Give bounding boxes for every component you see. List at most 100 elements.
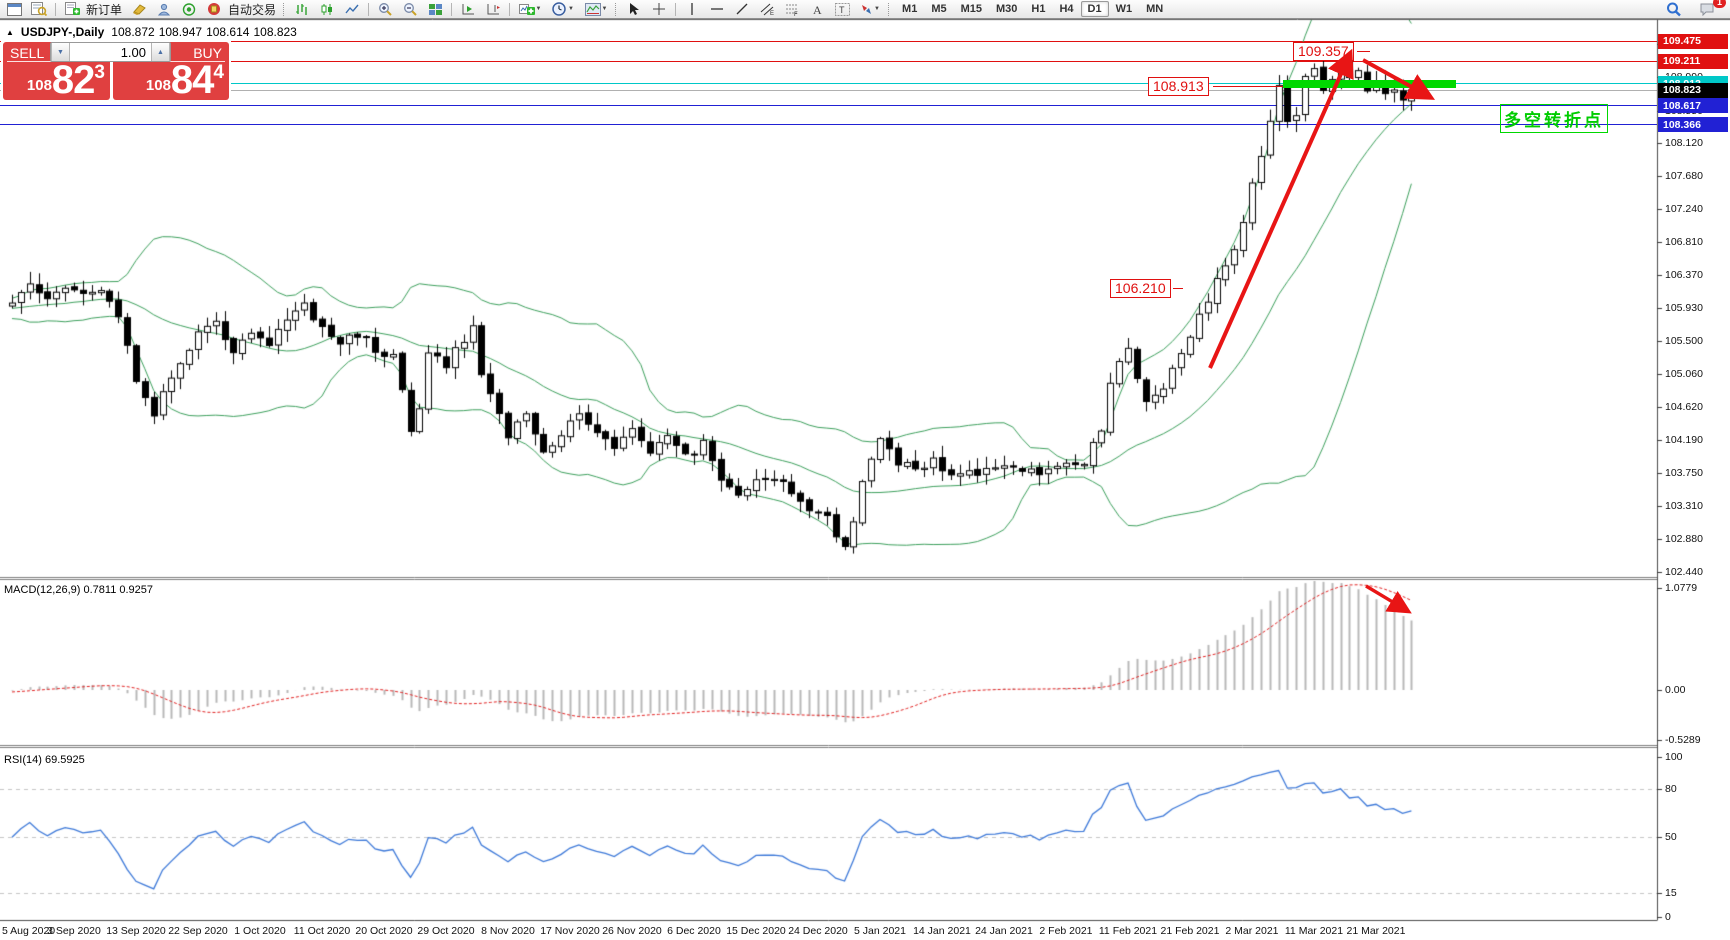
vertical-line-tool-button[interactable] (680, 0, 704, 19)
timeframe-W1[interactable]: W1 (1115, 3, 1133, 15)
timeframe-group: M1 M5 M15 M30 H1 H4 D1 W1 MN (895, 1, 1170, 17)
svg-text:T: T (839, 5, 845, 15)
dropdown-caret-icon: ▼ (568, 6, 574, 12)
turning-point-note[interactable]: 多空转折点 (1500, 104, 1608, 133)
zoom-in-button[interactable] (373, 0, 397, 19)
auto-scroll-button[interactable] (456, 0, 480, 19)
line-chart-type-button[interactable] (340, 0, 364, 19)
trendline-tool-button[interactable] (730, 0, 754, 19)
volume-decrease-button[interactable]: ▼ (51, 43, 70, 61)
rsi-panel-label: RSI(14) 69.5925 (4, 754, 85, 766)
price-axis-label-109.211: 109.211 (1658, 53, 1728, 69)
svg-text:A: A (813, 3, 822, 16)
templates-button[interactable]: ▼ (580, 0, 612, 19)
chart-shift-button[interactable] (481, 0, 505, 19)
timeframe-MN[interactable]: MN (1146, 3, 1164, 15)
date-axis-label: 5 Aug 2020 (2, 925, 56, 937)
fibonacci-tool-button[interactable]: F (780, 0, 804, 19)
new-order-icon[interactable] (60, 0, 84, 19)
timeframe-H1[interactable]: H1 (1031, 3, 1046, 15)
toolbar-right-group: 1 (1662, 0, 1728, 19)
date-axis-label: 20 Oct 2020 (355, 925, 413, 937)
market-watch-button[interactable] (27, 0, 51, 19)
sell-price-pip: 3 (94, 62, 105, 83)
date-axis-label: 14 Jan 2021 (913, 925, 971, 937)
buy-price-big: 84 (170, 58, 214, 102)
date-axis-label: 11 Oct 2020 (293, 925, 351, 937)
alerts-sound-icon[interactable] (177, 0, 201, 19)
crosshair-tool-button[interactable] (647, 0, 671, 19)
bar-chart-type-button[interactable] (290, 0, 314, 19)
zoom-out-button[interactable] (398, 0, 422, 19)
peak-price-annotation[interactable]: 109.357 (1293, 42, 1354, 61)
buy-button[interactable]: BUY 108 84 4 (113, 42, 229, 100)
text-tool-button[interactable]: A (805, 0, 829, 19)
expert-advisors-icon[interactable] (127, 0, 151, 19)
sell-price: 108 82 3 (26, 60, 105, 100)
toolbar-handle[interactable] (888, 2, 892, 16)
notifications-icon[interactable]: 1 (1694, 0, 1726, 19)
buy-price: 108 84 4 (145, 58, 224, 102)
date-axis-label: 6 Dec 2020 (667, 925, 721, 937)
toolbar-separator (509, 2, 511, 16)
timeframe-H4[interactable]: H4 (1059, 3, 1074, 15)
periods-button[interactable]: ▼ (547, 0, 579, 19)
ohlc-low: 108.614 (206, 25, 250, 39)
text-label-tool-button[interactable]: T (830, 0, 854, 19)
volume-increase-button[interactable]: ▲ (151, 43, 170, 61)
timeframe-M30[interactable]: M30 (996, 3, 1018, 15)
date-axis-label: 17 Nov 2020 (540, 925, 600, 937)
date-axis-label: 1 Oct 2020 (234, 925, 286, 937)
timeframe-M5[interactable]: M5 (931, 3, 947, 15)
date-axis-label: 5 Jan 2021 (854, 925, 906, 937)
rsi-value: 69.5925 (44, 754, 85, 766)
date-axis-label: 8 Nov 2020 (481, 925, 535, 937)
timeframe-M1[interactable]: M1 (902, 3, 918, 15)
toolbar-handle[interactable] (615, 2, 619, 16)
dropdown-caret-icon: ▼ (874, 6, 880, 12)
arrows-tool-button[interactable]: ▼ (855, 0, 885, 19)
toolbar-handle[interactable] (283, 2, 287, 16)
date-axis-label: 21 Mar 2021 (1346, 925, 1406, 937)
equidistant-channel-tool-button[interactable]: E (755, 0, 779, 19)
price-axis-label-108.617: 108.617 (1658, 98, 1728, 114)
volume-input[interactable] (70, 43, 151, 61)
mid-annotation-leader (1213, 86, 1283, 87)
dropdown-caret-icon: ▼ (535, 6, 542, 12)
cursor-tool-button[interactable] (622, 0, 646, 19)
rsi-title: RSI(14) (4, 754, 42, 766)
new-order-button[interactable]: 新订单 (86, 2, 123, 17)
timeframe-M15[interactable]: M15 (960, 3, 982, 15)
price-axis-label-108.366: 108.366 (1658, 117, 1728, 133)
sell-price-base: 108 (26, 77, 52, 94)
green-trend-bar[interactable] (1283, 80, 1456, 88)
date-axis-label: 13 Sep 2020 (106, 925, 166, 937)
peak-annotation-leader (1357, 51, 1370, 52)
new-chart-button[interactable] (2, 0, 26, 19)
one-click-trading-panel: SELL 108 82 3 BUY 108 84 4 ▼ ▲ (1, 40, 231, 102)
date-axis-label: 29 Oct 2020 (417, 925, 475, 937)
symbol-collapse-icon[interactable]: ▲ (6, 27, 14, 37)
price-axis-label-108.823: 108.823 (1658, 82, 1728, 98)
search-icon[interactable] (1662, 0, 1686, 19)
autotrade-icon[interactable] (202, 0, 226, 19)
autotrade-button[interactable]: 自动交易 (228, 2, 277, 17)
toolbar-separator (675, 2, 677, 16)
candlestick-chart-type-button[interactable] (315, 0, 339, 19)
buy-price-base: 108 (145, 77, 171, 94)
sell-label: SELL (10, 45, 45, 61)
mid-price-annotation[interactable]: 108.913 (1148, 77, 1209, 96)
volume-stepper: ▼ ▲ (50, 42, 171, 62)
date-axis-label: 24 Jan 2021 (975, 925, 1033, 937)
timeframe-D1[interactable]: D1 (1080, 1, 1109, 17)
low-price-annotation[interactable]: 106.210 (1110, 279, 1171, 298)
macd-value-2: 0.9257 (119, 584, 154, 596)
profiles-icon[interactable] (152, 0, 176, 19)
tile-windows-button[interactable] (423, 0, 447, 19)
toolbar-separator (55, 2, 56, 16)
horizontal-line-tool-button[interactable] (705, 0, 729, 19)
date-axis-label: 24 Dec 2020 (788, 925, 848, 937)
indicators-button[interactable]: ▼ (514, 0, 546, 19)
